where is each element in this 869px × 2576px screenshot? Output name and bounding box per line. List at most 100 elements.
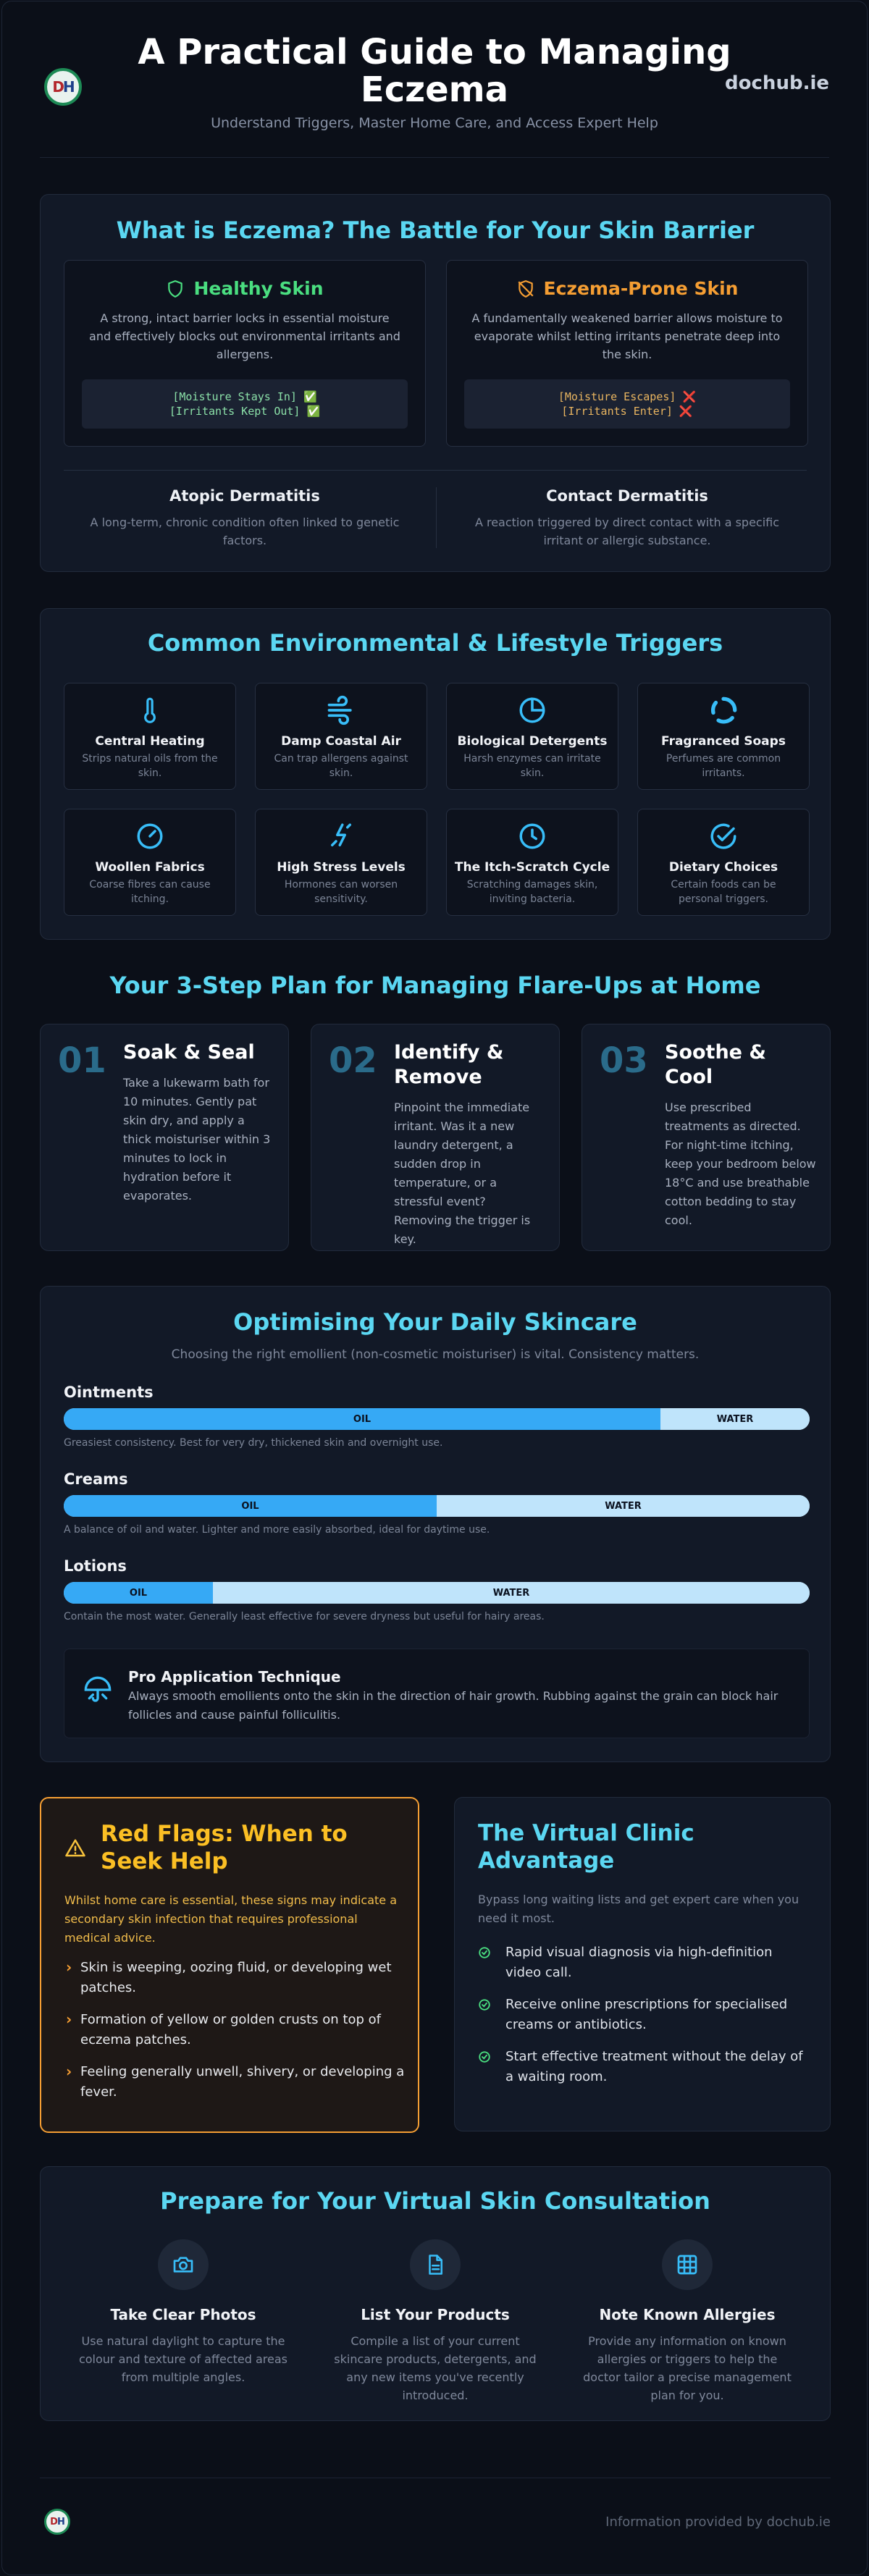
atopic-title: Atopic Dermatitis [169,487,320,505]
list-item: Receive online prescriptions for special… [478,1995,811,2035]
list-item: Feeling generally unwell, shivery, or de… [64,2061,405,2103]
trigger-text: Harsh enzymes can irritate skin. [463,753,601,779]
tip-text: Always smooth emollients onto the skin i… [128,1689,778,1722]
contact-dermatitis: Contact Dermatitis A reaction triggered … [446,487,808,550]
healthy-skin-card: Healthy Skin A strong, intact barrier lo… [64,260,426,447]
trigger-title: Central Heating [95,734,205,749]
loader-icon [710,696,737,724]
check-circle-icon [710,823,736,849]
triggers-grid: Central Heating Strips natural oils from… [64,683,810,916]
section-title: Optimising Your Daily Skincare [233,1308,637,1336]
eczema-skin-title: Eczema-Prone Skin [543,278,739,299]
eczema-skin-status: [Moisture Escapes] ❌ [Irritants Enter] ❌ [464,379,790,429]
plan-step-2: 02 Identify & Remove Pinpoint the immedi… [311,1024,560,1251]
red-flags-list: Skin is weeping, oozing fluid, or develo… [64,1957,405,2114]
step-title: Soothe & Cool [665,1041,766,1088]
step-text: Use prescribed treatments as directed. F… [665,1100,816,1227]
emollient-name: Ointments [64,1384,154,1401]
triggers-section: Common Environmental & Lifestyle Trigger… [40,608,831,940]
virtual-clinic-list: Rapid visual diagnosis via high-definiti… [478,1942,811,2099]
trigger-text: Coarse fibres can cause itching. [89,879,211,905]
step-number: 01 [58,1040,106,1081]
emollient-creams: Creams OIL WATER A balance of oil and wa… [64,1470,810,1536]
trigger-card: Fragranced Soaps Perfumes are common irr… [637,683,810,790]
list-item: Formation of yellow or golden crusts on … [64,2009,405,2050]
trigger-title: Biological Detergents [457,734,608,749]
trigger-title: Dietary Choices [668,860,778,875]
plan-step-3: 03 Soothe & Cool Use prescribed treatmen… [582,1024,831,1251]
step-text: Pinpoint the immediate irritant. Was it … [394,1100,531,1246]
skin-barrier-section: What is Eczema? The Battle for Your Skin… [40,194,831,572]
oil-segment: OIL [64,1582,213,1604]
page-title: A Practical Guide to Managing Eczema [138,32,731,110]
thermometer-icon [144,697,156,723]
contact-text: A reaction triggered by direct contact w… [474,515,780,547]
contact-title: Contact Dermatitis [546,487,708,505]
step-number: 02 [329,1040,377,1081]
trigger-card: Woollen Fabrics Coarse fibres can cause … [64,809,236,916]
prepare-text: Compile a list of your current skincare … [334,2334,537,2402]
trigger-title: Fragranced Soaps [661,734,786,749]
section-title: Common Environmental & Lifestyle Trigger… [147,629,723,657]
shield-icon [168,279,183,298]
pie-chart-icon [519,697,545,723]
emollient-text: A balance of oil and water. Lighter and … [64,1524,490,1536]
clock-icon [519,823,545,849]
eczema-skin-text: A fundamentally weakened barrier allows … [471,311,783,361]
check-circle-icon [479,2051,490,2063]
wind-icon [327,695,352,725]
red-flags-card: Red Flags: When to Seek Help Whilst home… [40,1797,419,2133]
trigger-text: Certain foods can be personal triggers. [671,879,776,905]
grid-icon [677,2255,697,2275]
trigger-card: Damp Coastal Air Can trap allergens agai… [255,683,427,790]
step-title: Soak & Seal [123,1041,255,1064]
step-text: Take a lukewarm bath for 10 minutes. Gen… [123,1076,271,1203]
trigger-title: High Stress Levels [277,860,406,875]
trigger-text: Strips natural oils from the skin. [82,753,218,779]
footer-text: Information provided by dochub.ie [605,2514,831,2530]
atopic-text: A long-term, chronic condition often lin… [90,515,400,547]
emollient-text: Greasiest consistency. Best for very dry… [64,1437,443,1449]
water-segment: WATER [660,1408,810,1430]
section-subtitle: Choosing the right emollient (non-cosmet… [171,1347,700,1362]
section-title: Prepare for Your Virtual Skin Consultati… [160,2187,710,2215]
trigger-text: Hormones can worsen sensitivity. [284,879,398,905]
healthy-skin-title: Healthy Skin [193,278,324,299]
umbrella-icon [84,1676,112,1702]
prepare-item: Note Known Allergies Provide any informa… [568,2239,807,2404]
trigger-text: Can trap allergens against skin. [274,753,408,779]
shield-off-icon [517,279,534,298]
trigger-text: Scratching damages skin, inviting bacter… [466,879,598,905]
emollient-name: Creams [64,1470,128,1488]
oil-segment: OIL [64,1495,437,1517]
trigger-card: The Itch-Scratch Cycle Scratching damage… [446,809,618,916]
trigger-card: Biological Detergents Harsh enzymes can … [446,683,618,790]
status-line: [Irritants Enter] ❌ [561,405,693,418]
emollient-text: Contain the most water. Generally least … [64,1611,545,1622]
trigger-card: Dietary Choices Certain foods can be per… [637,809,810,916]
section-title: Your 3-Step Plan for Managing Flare-Ups … [109,972,761,999]
zap-icon [331,823,351,846]
skincare-section: Optimising Your Daily Skincare Choosing … [40,1286,831,1762]
trigger-card: Central Heating Strips natural oils from… [64,683,236,790]
tip-title: Pro Application Technique [128,1668,341,1685]
trigger-title: Woollen Fabrics [95,860,205,875]
list-item-text: Receive online prescriptions for special… [505,1997,788,2032]
healthy-skin-status: [Moisture Stays In] ✅ [Irritants Kept Ou… [82,379,408,429]
check-circle-icon [479,1999,490,2011]
prepare-section: Prepare for Your Virtual Skin Consultati… [40,2166,831,2421]
status-line: [Irritants Kept Out] ✅ [169,405,321,418]
list-item-text: Rapid visual diagnosis via high-definiti… [505,1945,773,1980]
emollient-name: Lotions [64,1557,127,1575]
step-number: 03 [600,1040,648,1081]
virtual-clinic-card: The Virtual Clinic Advantage Bypass long… [454,1797,831,2131]
oil-water-bar: OIL WATER [64,1408,810,1430]
status-line: [Moisture Escapes] ❌ [558,390,697,403]
pro-tip-box: Pro Application Technique Always smooth … [64,1649,810,1738]
emollient-lotions: Lotions OIL WATER Contain the most water… [64,1557,810,1622]
virtual-clinic-intro: Bypass long waiting lists and get expert… [478,1893,799,1925]
document-icon [429,2255,442,2275]
list-item: Rapid visual diagnosis via high-definiti… [478,1942,811,1983]
brand-name: dochub.ie [725,72,829,94]
